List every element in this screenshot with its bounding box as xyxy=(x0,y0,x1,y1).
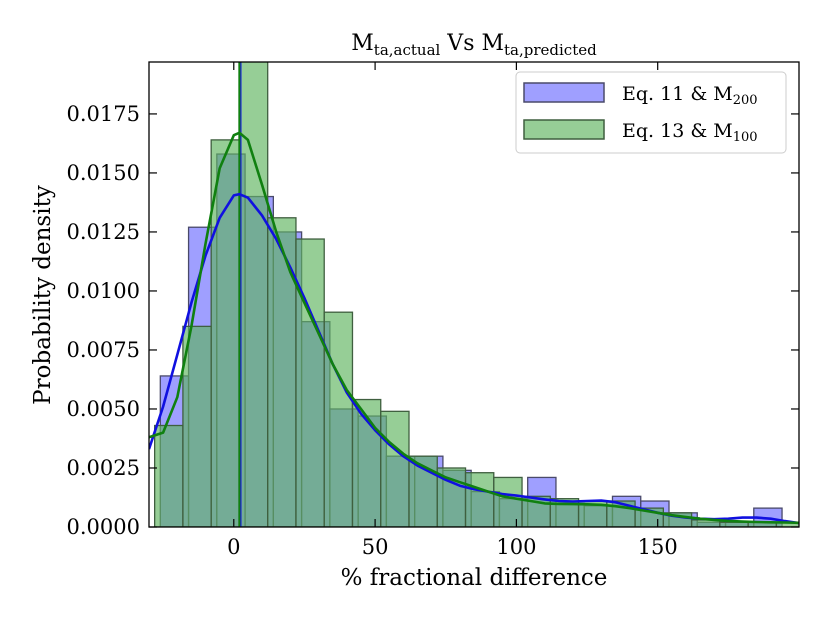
y-tick-label-4: 0.0100 xyxy=(67,279,140,303)
title-mid: Vs M xyxy=(440,31,504,56)
bar-series-1-bin-5 xyxy=(295,238,325,527)
bar-series-1-bin-8 xyxy=(380,410,410,527)
bar-series-1-bin-11 xyxy=(464,472,495,527)
legend-label-eq11-main: Eq. 11 & M xyxy=(622,83,733,105)
y-axis-label: Probability density xyxy=(30,185,56,405)
title-m1: M xyxy=(351,31,374,56)
bar-series-1-bin-4 xyxy=(267,217,297,527)
legend-label-eq11: Eq. 11 & M200 xyxy=(622,83,758,108)
y-tick-label-1: 0.0025 xyxy=(67,456,140,480)
y-tick-label-2: 0.0050 xyxy=(67,397,140,421)
ticks-layer: 0 50 100 150 0.0000 0.0025 0.0050 0.0075 0.0100 0… xyxy=(67,62,799,559)
legend-label-eq11-sub: 200 xyxy=(733,93,758,108)
y-tick-label-7: 0.0175 xyxy=(67,102,140,126)
bar-series-1-bin-2 xyxy=(210,139,241,527)
title-sub2: ta,predicted xyxy=(504,41,597,59)
bar-series-1-bin-0 xyxy=(154,424,184,527)
bar-series-1-bin-3 xyxy=(238,62,269,527)
legend-label-eq13-main: Eq. 13 & M xyxy=(622,120,733,142)
curves-layer xyxy=(149,62,799,527)
x-tick-label-0: 0 xyxy=(227,535,240,559)
legend-label-eq13-sub: 100 xyxy=(733,130,758,145)
legend-label-eq13: Eq. 13 & M100 xyxy=(622,120,758,145)
bar-series-1-bin-1 xyxy=(182,325,212,527)
x-tick-label-3: 150 xyxy=(638,535,678,559)
kde-curve-series-1 xyxy=(149,131,799,525)
x-axis-label: % fractional difference xyxy=(341,565,608,591)
plot-frame xyxy=(148,61,800,528)
y-tick-label-3: 0.0075 xyxy=(67,338,140,362)
chart-title: Mta,actual Vs Mta,predicted xyxy=(351,31,597,59)
legend-swatch-eq13 xyxy=(523,119,605,140)
bar-series-1-bin-6 xyxy=(323,311,354,527)
legend-swatch-eq11 xyxy=(523,82,605,103)
title-sub1: ta,actual xyxy=(374,41,441,59)
x-tick-label-1: 50 xyxy=(362,535,389,559)
y-tick-label-5: 0.0125 xyxy=(67,220,140,244)
y-tick-label-6: 0.0150 xyxy=(67,161,140,185)
bar-series-1-bin-12 xyxy=(493,476,523,527)
bar-series-1-bin-20 xyxy=(719,521,749,527)
x-tick-label-2: 100 xyxy=(496,535,536,559)
legend: Eq. 11 & M200 Eq. 13 & M100 xyxy=(515,71,787,154)
y-tick-label-0: 0.0000 xyxy=(67,515,140,539)
